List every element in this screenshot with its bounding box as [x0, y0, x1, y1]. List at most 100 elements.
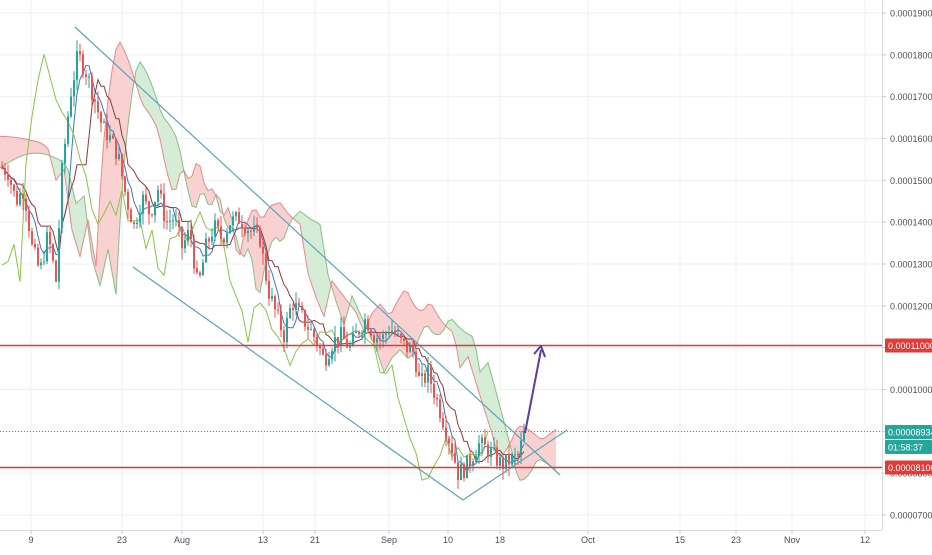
cloud-segment [268, 204, 272, 254]
price-tag-last-text: 0.00008934 [888, 428, 932, 438]
channel-upper-line[interactable] [74, 26, 561, 476]
cloud-segment [504, 421, 508, 454]
candle-body [232, 216, 234, 226]
candle-body [16, 190, 18, 205]
candle-body [85, 74, 87, 77]
cloud-segment [316, 222, 320, 307]
candle-body [466, 455, 468, 479]
cloud-segment [304, 214, 308, 274]
candle-body [394, 330, 396, 335]
cloud-segment [160, 109, 164, 160]
candle-body [220, 226, 222, 239]
candle-body [322, 348, 324, 355]
candle-body [214, 220, 216, 237]
candle-body [271, 296, 273, 299]
cloud-segment [324, 249, 328, 317]
cloud-segment [208, 188, 212, 205]
cloud-segment [100, 138, 104, 287]
cloud-segment [124, 49, 128, 165]
candle-body [49, 232, 51, 245]
candle-body [10, 179, 12, 185]
candle-body [451, 443, 453, 453]
cloud-segment [548, 432, 552, 468]
candle-body [28, 210, 30, 232]
x-tick-label: 9 [28, 535, 33, 545]
candle-body [421, 373, 423, 376]
candle-body [256, 226, 258, 228]
candle-body [334, 337, 336, 352]
candle-body [1, 167, 3, 169]
candle-body [166, 220, 168, 222]
candle-body [196, 268, 198, 273]
candle-body [184, 239, 186, 249]
candle-body [121, 154, 123, 177]
candle-body [325, 354, 327, 366]
breakout-arrow-shaft[interactable] [524, 349, 542, 434]
candle-body [481, 437, 483, 444]
cloud-segment [56, 158, 60, 181]
candle-body [37, 247, 39, 266]
cloud-segment [224, 207, 228, 228]
cloud-segment [272, 203, 276, 242]
price-tag-resistance: 0.00011000 [885, 338, 932, 353]
support-trendline[interactable] [462, 429, 568, 501]
cloud-segment [460, 328, 464, 368]
candle-body [310, 329, 312, 331]
candle-body [187, 229, 189, 240]
candle-body [289, 307, 291, 318]
cloud-segment [320, 224, 324, 317]
channel-lower-line[interactable] [132, 266, 464, 501]
candle-body [298, 303, 300, 306]
price-tag-support: 0.00008100 [885, 460, 932, 475]
breakout-arrow-head[interactable] [533, 345, 546, 358]
cloud-segment [336, 286, 340, 313]
cloud-segment [24, 138, 28, 156]
candle-body [493, 447, 495, 449]
cloud-segment [140, 61, 144, 107]
candle-body [217, 220, 219, 227]
candle-body [235, 212, 237, 217]
candle-body [205, 238, 207, 263]
candle-body [457, 462, 459, 481]
x-tick-label: Oct [581, 535, 596, 545]
candle-body [388, 332, 390, 334]
candle-body [259, 227, 261, 247]
candle-body [379, 338, 381, 340]
candle-body [319, 345, 321, 349]
ichimoku-cloud [0, 41, 557, 481]
cloud-segment [388, 312, 392, 366]
cloud-segment [204, 182, 208, 205]
candle-body [82, 54, 84, 75]
price-tag-resistance-bg [885, 338, 932, 353]
cloud-segment [472, 336, 476, 383]
cloud-segment [484, 362, 488, 421]
cloud-segment [128, 59, 132, 126]
candle-body [301, 305, 303, 311]
candle-body [190, 229, 192, 239]
cloud-segment [36, 141, 40, 154]
candle-body [511, 454, 513, 465]
cloud-segment [212, 188, 216, 205]
candle-body [346, 338, 348, 348]
candle-body [157, 189, 159, 202]
candle-body [67, 116, 69, 144]
candle-body [172, 220, 174, 222]
candle-body [223, 238, 225, 243]
cloud-segment [144, 67, 148, 112]
cloud-segment [424, 304, 428, 328]
candle-body [22, 193, 24, 199]
cloud-segment [32, 140, 36, 154]
x-tick-label: Sep [381, 535, 397, 545]
cloud-segment [284, 208, 288, 238]
candle-body [385, 333, 387, 335]
candle-body [412, 345, 414, 352]
candle-body [472, 461, 474, 466]
candle-body [373, 335, 375, 343]
candle-body [46, 232, 48, 262]
countdown-tag-text: 01:58:37 [888, 443, 923, 453]
candle-body [484, 437, 486, 445]
